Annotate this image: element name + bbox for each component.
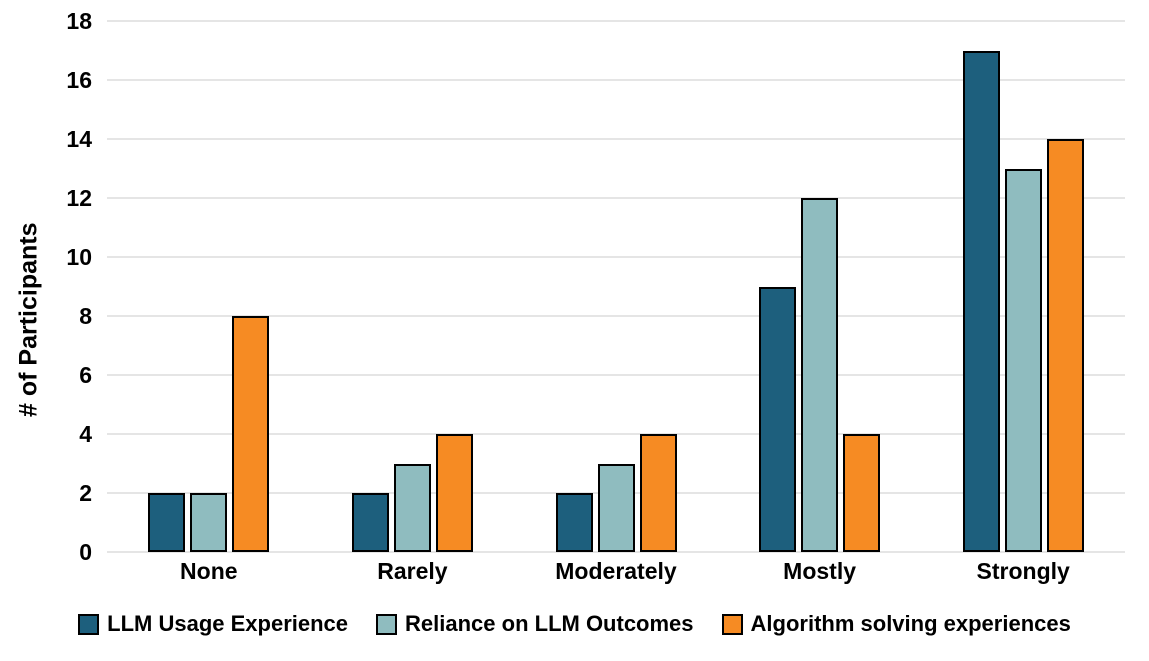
bar-reliance-on-llm-outcomes-moderately (597, 463, 635, 552)
bar-llm-usage-experience-strongly (962, 50, 1000, 552)
y-tick-label-14: 14 (66, 126, 92, 152)
legend-swatch-algorithm-solving-experiences (721, 613, 743, 635)
y-tick-label-12: 12 (66, 185, 92, 211)
bar-llm-usage-experience-rarely (351, 493, 389, 552)
y-tick-label-0: 0 (79, 539, 92, 565)
legend-item-llm-usage-experience: LLM Usage Experience (78, 611, 348, 637)
y-tick-label-2: 2 (79, 480, 92, 506)
plot-area (107, 20, 1125, 553)
x-category-label-strongly: Strongly (976, 558, 1070, 584)
bar-llm-usage-experience-none (148, 493, 186, 552)
legend-label-llm-usage-experience: LLM Usage Experience (107, 611, 349, 636)
legend-item-algorithm-solving-experiences: Algorithm solving experiences (721, 611, 1071, 637)
x-category-label-mostly: Mostly (783, 558, 857, 584)
bar-llm-usage-experience-moderately (555, 493, 593, 552)
y-tick-label-4: 4 (79, 421, 92, 447)
chart-legend: LLM Usage Experience Reliance on LLM Outc… (0, 611, 1149, 637)
legend-swatch-reliance-on-llm-outcomes (376, 613, 398, 635)
gridline-y-12 (107, 197, 1125, 199)
y-tick-label-18: 18 (66, 8, 92, 34)
bar-algorithm-solving-experiences-rarely (435, 434, 473, 552)
y-tick-label-10: 10 (66, 244, 92, 270)
gridline-y-8 (107, 315, 1125, 317)
x-category-label-rarely: Rarely (377, 558, 448, 584)
bar-llm-usage-experience-mostly (759, 286, 797, 552)
gridline-y-6 (107, 374, 1125, 376)
x-category-label-none: None (180, 558, 238, 584)
y-tick-label-6: 6 (79, 362, 92, 388)
bar-reliance-on-llm-outcomes-none (190, 493, 228, 552)
bar-algorithm-solving-experiences-moderately (639, 434, 677, 552)
bar-algorithm-solving-experiences-strongly (1046, 139, 1084, 552)
y-tick-label-8: 8 (79, 303, 92, 329)
legend-item-reliance-on-llm-outcomes: Reliance on LLM Outcomes (376, 611, 694, 637)
bar-reliance-on-llm-outcomes-rarely (393, 463, 431, 552)
legend-label-algorithm-solving-experiences: Algorithm solving experiences (750, 611, 1071, 636)
gridline-y-0 (107, 551, 1125, 553)
bar-reliance-on-llm-outcomes-mostly (801, 198, 839, 552)
gridline-y-14 (107, 138, 1125, 140)
y-tick-label-16: 16 (66, 67, 92, 93)
bar-algorithm-solving-experiences-mostly (843, 434, 881, 552)
x-category-label-moderately: Moderately (555, 558, 677, 584)
bar-reliance-on-llm-outcomes-strongly (1004, 168, 1042, 552)
legend-label-reliance-on-llm-outcomes: Reliance on LLM Outcomes (405, 611, 694, 636)
gridline-y-10 (107, 256, 1125, 258)
legend-swatch-llm-usage-experience (78, 613, 100, 635)
gridline-y-4 (107, 433, 1125, 435)
gridline-y-18 (107, 20, 1125, 22)
bar-algorithm-solving-experiences-none (232, 316, 270, 552)
gridline-y-16 (107, 79, 1125, 81)
